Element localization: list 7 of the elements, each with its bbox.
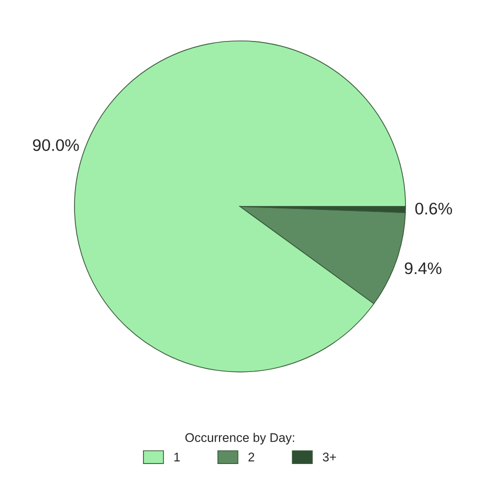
legend-label: 1 bbox=[174, 452, 180, 462]
legend-label: 2 bbox=[248, 452, 254, 462]
data-label: 90.0% bbox=[32, 139, 79, 152]
data-label: 0.6% bbox=[415, 202, 452, 215]
legend-label: 3+ bbox=[322, 452, 336, 462]
legend-title: Occurrence by Day: bbox=[185, 432, 294, 444]
data-label: 9.4% bbox=[404, 262, 442, 274]
